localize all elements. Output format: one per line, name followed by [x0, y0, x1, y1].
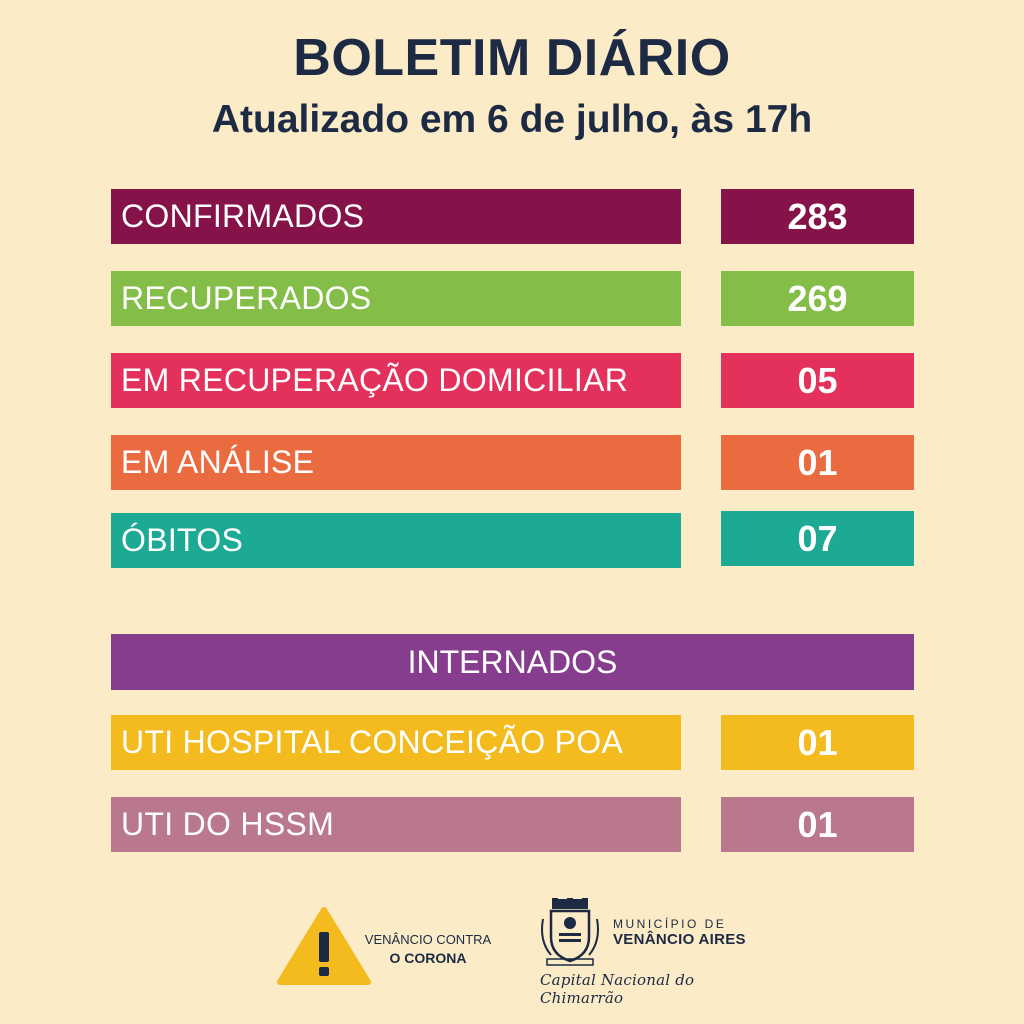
municipality-label: MUNICÍPIO DE — [613, 917, 727, 931]
municipal-crest-icon — [541, 898, 599, 966]
page-title: BOLETIM DIÁRIO — [293, 29, 731, 87]
row-recuperacao-domiciliar-value: 05 — [721, 353, 914, 408]
campaign-line-2: O CORONA — [389, 950, 467, 966]
campaign-text: VENÂNCIO CONTRA O CORONA — [358, 930, 498, 968]
row-recuperados-value: 269 — [721, 271, 914, 326]
municipality-tagline: Capital Nacional do Chimarrão — [540, 971, 695, 1007]
row-recuperacao-domiciliar-label: EM RECUPERAÇÃO DOMICILIAR — [111, 353, 681, 408]
row-recuperados-label: RECUPERADOS — [111, 271, 681, 326]
row-obitos-value: 07 — [721, 511, 914, 566]
row-uti-conceicao-value: 01 — [721, 715, 914, 770]
page-subtitle: Atualizado em 6 de julho, às 17h — [211, 98, 813, 141]
row-uti-hssm-value: 01 — [721, 797, 914, 852]
row-uti-hssm-label: UTI DO HSSM — [111, 797, 681, 852]
row-obitos-label: ÓBITOS — [111, 513, 681, 568]
row-em-analise-value: 01 — [721, 435, 914, 490]
campaign-badge: VENÂNCIO CONTRA O CORONA — [276, 906, 496, 986]
row-confirmados-value: 283 — [721, 189, 914, 244]
campaign-line-1: VENÂNCIO CONTRA — [364, 932, 492, 947]
municipality-logo: MUNICÍPIO DE VENÂNCIO AIRES Capital Naci… — [537, 897, 767, 1007]
internados-header: INTERNADOS — [111, 634, 914, 690]
row-em-analise-label: EM ANÁLISE — [111, 435, 681, 490]
row-confirmados-label: CONFIRMADOS — [111, 189, 681, 244]
municipality-name: VENÂNCIO AIRES — [613, 931, 746, 948]
warning-triangle-icon — [277, 907, 371, 985]
row-uti-conceicao-label: UTI HOSPITAL CONCEIÇÃO POA — [111, 715, 681, 770]
